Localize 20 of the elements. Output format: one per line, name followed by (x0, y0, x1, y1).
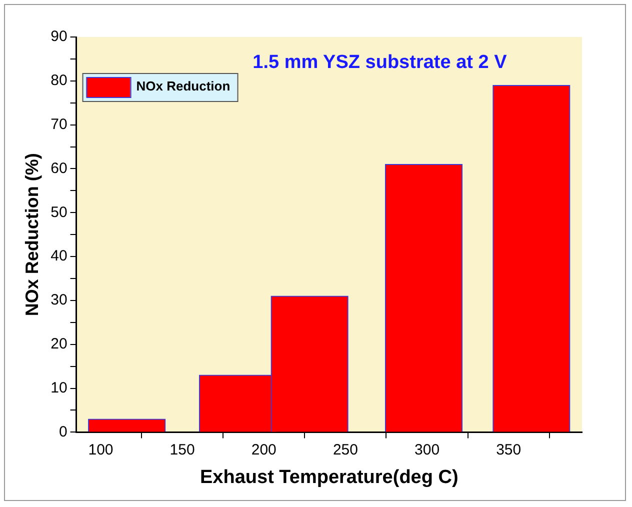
x-tick-label: 350 (496, 441, 522, 458)
y-tick-label: 20 (50, 336, 68, 353)
y-tick-label: 60 (50, 160, 68, 177)
y-tick-label: 0 (58, 423, 68, 440)
y-tick-label: 30 (50, 292, 68, 309)
y-tick-label: 50 (50, 204, 68, 221)
x-tick-label: 200 (251, 441, 276, 458)
x-tick-label: 150 (170, 441, 195, 458)
y-tick-label: 10 (50, 379, 68, 396)
y-tick-label: 80 (50, 72, 68, 90)
x-tick-label: 250 (332, 441, 358, 458)
y-tick-label: 90 (50, 28, 68, 46)
legend-label: NOx Reduction (136, 78, 230, 94)
y-tick-label: 40 (50, 248, 68, 265)
x-tick-label: 100 (88, 441, 114, 458)
x-tick-label: 300 (414, 441, 440, 458)
y-tick-label: 70 (50, 116, 68, 133)
y-axis-title: NOx Reduction (%) (22, 153, 42, 316)
x-axis-title: Exhaust Temperature(deg C) (200, 466, 458, 488)
text: 1.5 mm YSZ substrate at 2 V (252, 52, 508, 74)
